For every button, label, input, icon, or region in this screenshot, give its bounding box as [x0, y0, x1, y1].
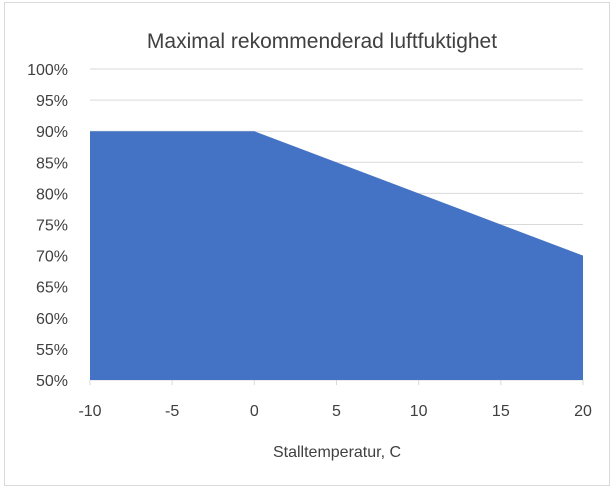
- y-tick-label: 55%: [36, 342, 68, 359]
- x-tick-label: 5: [332, 403, 341, 420]
- y-tick-label: 100%: [27, 62, 68, 79]
- x-tick-label: 0: [250, 403, 259, 420]
- chart-container: Maximal rekommenderad luftfuktighet 50% 5…: [4, 2, 610, 486]
- y-axis: 50% 55% 60% 65% 70% 75% 80% 85% 90% 95% 100%: [27, 62, 68, 390]
- area-series-0: [90, 131, 583, 380]
- x-tick-label: 10: [410, 403, 428, 420]
- y-tick-label: 65%: [36, 280, 68, 297]
- x-tick-label: 15: [492, 403, 510, 420]
- y-tick-label: 75%: [36, 218, 68, 235]
- y-tick-label: 85%: [36, 155, 68, 172]
- area-chart: Maximal rekommenderad luftfuktighet 50%5…: [27, 30, 592, 461]
- y-tick-label: 70%: [36, 249, 68, 266]
- x-axis: -10 -5 0 5 10 15 20: [78, 380, 592, 420]
- x-tick-label: -10: [78, 403, 101, 420]
- y-tick-label: 60%: [36, 311, 68, 328]
- chart-title: Maximal rekommenderad luftfuktighet: [147, 30, 497, 53]
- x-tick-label: -5: [165, 403, 179, 420]
- plot-area: [90, 131, 583, 380]
- y-tick-label: 95%: [36, 93, 68, 110]
- y-tick-label: 50%: [36, 373, 68, 390]
- x-axis-title: Stalltemperatur, C: [273, 444, 401, 461]
- y-tick-label: 90%: [36, 124, 68, 141]
- y-tick-label: 80%: [36, 186, 68, 203]
- x-tick-label: 20: [574, 403, 592, 420]
